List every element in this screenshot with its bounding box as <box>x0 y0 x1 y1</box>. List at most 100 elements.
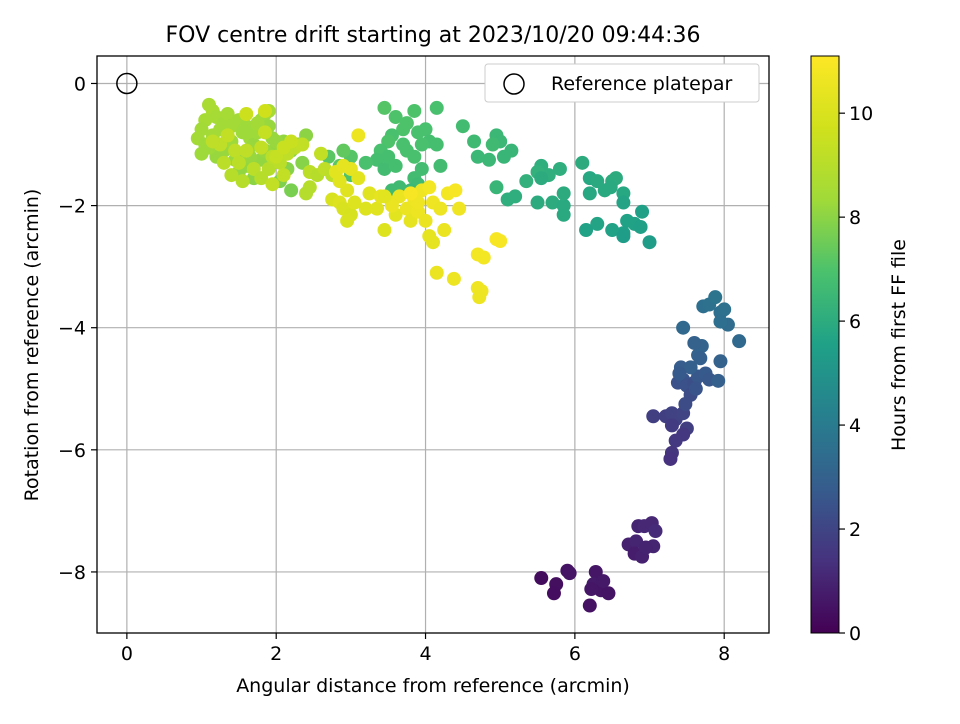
data-point <box>582 186 597 201</box>
data-point <box>493 234 508 249</box>
data-point <box>635 204 650 219</box>
x-tick-label: 4 <box>419 643 431 665</box>
data-point <box>362 186 377 201</box>
data-point <box>414 161 429 176</box>
y-tick-label: −4 <box>58 318 86 340</box>
y-tick-label: −2 <box>58 196 86 218</box>
data-point <box>664 418 679 433</box>
data-point <box>470 149 485 164</box>
data-point <box>646 409 661 424</box>
data-point <box>258 125 272 140</box>
y-tick-label: 0 <box>74 73 86 95</box>
data-point <box>429 265 444 280</box>
data-point <box>276 168 291 183</box>
data-point <box>239 143 254 158</box>
colorbar-tick-label: 2 <box>849 519 861 541</box>
data-point <box>556 207 571 222</box>
data-point <box>584 582 599 597</box>
legend-marker-reference <box>503 73 525 95</box>
data-point <box>446 271 461 286</box>
data-point <box>340 213 355 228</box>
data-point <box>455 119 470 134</box>
data-point <box>485 137 500 152</box>
data-point <box>519 174 534 189</box>
data-point <box>603 180 618 195</box>
data-point <box>228 143 243 158</box>
data-point <box>676 320 691 335</box>
colorbar-label: Hours from first FF file <box>888 239 910 451</box>
data-point <box>633 219 648 234</box>
data-point <box>605 223 620 238</box>
data-point <box>552 161 567 176</box>
data-point <box>351 128 366 143</box>
data-point <box>476 250 491 265</box>
data-point <box>433 158 448 173</box>
data-point <box>284 134 299 149</box>
data-point <box>482 152 496 167</box>
data-point <box>582 598 597 613</box>
data-point <box>648 524 663 539</box>
data-point <box>668 433 683 448</box>
x-tick-label: 8 <box>718 643 730 665</box>
data-point <box>358 155 373 170</box>
x-axis-ticks: 0 2 4 6 8 <box>121 633 730 665</box>
data-point <box>351 171 366 186</box>
data-point <box>708 290 723 305</box>
data-point <box>388 110 403 125</box>
data-point <box>224 168 239 183</box>
data-point <box>601 586 616 601</box>
data-points <box>116 72 747 613</box>
y-tick-label: −6 <box>58 440 86 462</box>
data-point <box>336 143 351 158</box>
data-point <box>429 100 444 115</box>
data-point <box>347 195 362 210</box>
data-point <box>638 540 653 555</box>
data-point <box>220 107 235 122</box>
data-point <box>562 566 577 581</box>
data-point <box>579 223 594 238</box>
data-point <box>472 290 487 305</box>
colorbar-gradient <box>810 55 840 634</box>
data-point <box>235 174 250 189</box>
reference-platepar-marker <box>116 72 138 95</box>
colorbar-tick-label: 0 <box>849 623 861 645</box>
data-point <box>717 302 732 317</box>
data-point <box>489 180 504 195</box>
data-point <box>546 586 561 601</box>
data-point <box>467 134 482 149</box>
data-point <box>556 186 571 201</box>
legend-label-reference: Reference platepar <box>551 73 733 95</box>
data-point <box>396 122 411 137</box>
data-point <box>418 213 433 228</box>
colorbar-tick-label: 10 <box>849 103 873 125</box>
data-point <box>534 171 549 186</box>
data-point <box>530 195 545 210</box>
data-point <box>713 354 728 369</box>
data-point <box>239 119 254 134</box>
data-point <box>314 146 328 161</box>
data-point <box>220 128 235 143</box>
data-point <box>448 183 463 198</box>
data-point <box>216 155 231 170</box>
data-point <box>683 360 698 375</box>
data-point <box>732 334 747 349</box>
colorbar-ticks: 0 2 4 6 8 10 <box>839 103 873 645</box>
data-point <box>693 351 708 366</box>
colorbar-tick-label: 8 <box>849 207 861 229</box>
data-point <box>616 195 631 210</box>
data-point <box>496 149 511 164</box>
data-point <box>414 137 429 152</box>
x-tick-label: 2 <box>270 643 282 665</box>
data-point <box>265 177 280 192</box>
legend-box <box>484 63 760 103</box>
data-point <box>500 192 515 207</box>
data-point <box>258 103 272 118</box>
data-point <box>205 134 220 149</box>
data-point <box>426 235 440 250</box>
data-point <box>370 201 384 216</box>
y-tick-label: −8 <box>58 562 86 584</box>
x-axis-label: Angular distance from reference (arcmin) <box>236 675 630 697</box>
data-point <box>433 201 448 216</box>
data-point <box>663 451 678 466</box>
plot-frame <box>96 55 770 634</box>
